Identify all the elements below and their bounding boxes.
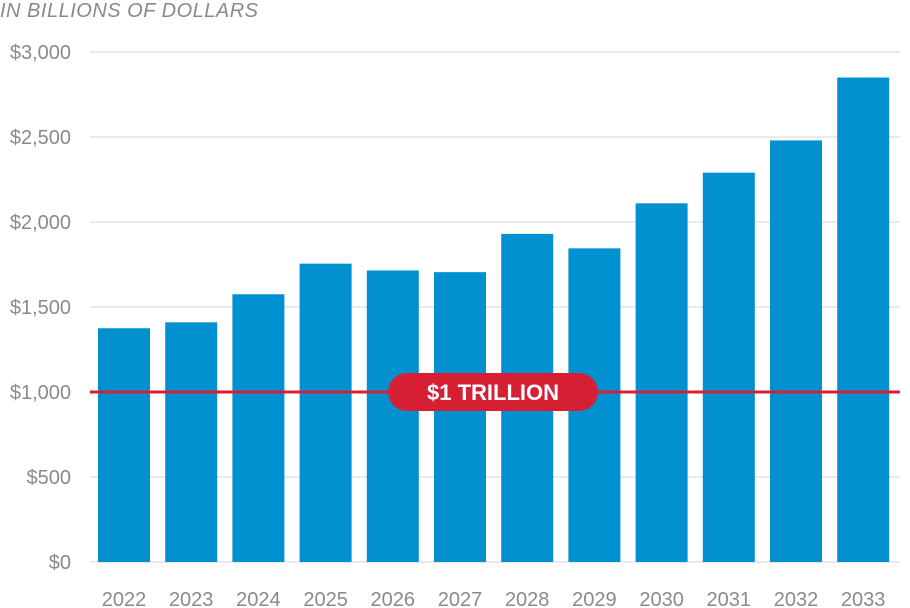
x-tick-label: 2031 xyxy=(707,589,752,608)
x-tick-label: 2023 xyxy=(169,589,214,608)
x-tick-label: 2022 xyxy=(102,589,147,608)
y-tick-label: $0 xyxy=(49,552,71,574)
y-tick-label: $500 xyxy=(27,467,72,489)
x-axis-ticks: 2022 2023 2024 2025 2026 2027 2028 2029 2030 2031… xyxy=(102,589,886,608)
bar-2024 xyxy=(232,294,285,562)
x-tick-label: 2033 xyxy=(841,589,886,608)
x-tick-label: 2029 xyxy=(572,589,617,608)
reference-label-pill xyxy=(388,373,598,411)
bar-2031 xyxy=(702,172,755,562)
bar-2023 xyxy=(165,322,218,562)
bar-2026 xyxy=(366,270,419,562)
x-tick-label: 2024 xyxy=(236,589,281,608)
bar-2030 xyxy=(635,203,688,563)
x-tick-label: 2028 xyxy=(505,589,550,608)
bar-2032 xyxy=(770,140,822,562)
reference-line-group: $1 TRILLION xyxy=(90,373,900,411)
y-tick-label: $1,000 xyxy=(10,382,71,404)
x-tick-label: 2032 xyxy=(774,589,819,608)
y-tick-label: $3,000 xyxy=(10,42,71,64)
y-axis-ticks: $0 $500 $1,000 $1,500 $2,000 $2,500 $3,000 xyxy=(10,42,71,574)
bar-2022 xyxy=(98,328,150,562)
x-tick-label: 2027 xyxy=(438,589,483,608)
y-tick-label: $2,500 xyxy=(10,127,71,149)
bar-2027 xyxy=(434,272,486,562)
bar-2025 xyxy=(299,263,352,562)
reference-line-label: $1 TRILLION xyxy=(427,380,559,405)
y-tick-label: $1,500 xyxy=(10,297,71,319)
x-tick-label: 2025 xyxy=(303,589,348,608)
y-tick-label: $2,000 xyxy=(10,212,71,234)
bar-2033 xyxy=(837,77,890,562)
x-tick-label: 2030 xyxy=(639,589,684,608)
units-label: IN BILLIONS OF DOLLARS xyxy=(0,0,259,22)
bars xyxy=(98,77,890,563)
x-tick-label: 2026 xyxy=(371,589,416,608)
